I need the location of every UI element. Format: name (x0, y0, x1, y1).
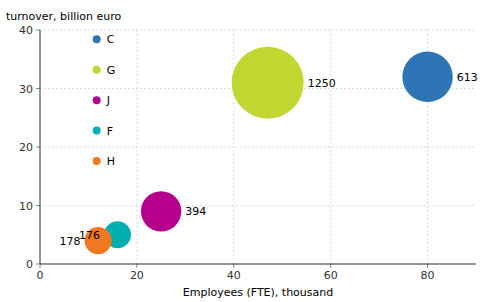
bubble (232, 47, 304, 119)
x-tick-label: 0 (37, 269, 44, 282)
legend-marker (93, 127, 101, 135)
x-axis-line (40, 264, 476, 265)
chart-container: 0 20 40 60 80 0 10 20 30 40 Employees (FTE), thous… (0, 0, 491, 302)
grid-line-x (330, 30, 331, 264)
data-label: 394 (185, 205, 206, 218)
y-tick (36, 264, 40, 265)
x-tick (330, 264, 331, 268)
y-tick-label: 0 (26, 258, 33, 271)
x-tick (40, 264, 41, 268)
y-tick-label: 20 (19, 141, 33, 154)
data-label: 178 (60, 235, 81, 248)
y-tick (36, 30, 40, 31)
data-label: 1250 (308, 77, 336, 90)
x-tick (427, 264, 428, 268)
x-tick (136, 264, 137, 268)
x-tick (233, 264, 234, 268)
chart: 0 20 40 60 80 0 10 20 30 40 Employees (FTE), thous… (0, 0, 491, 302)
x-tick-label: 60 (324, 269, 338, 282)
y-axis-label: turnover, billion euro (6, 10, 122, 23)
plot-area (85, 47, 453, 255)
legend-label: J (106, 94, 110, 107)
legend-marker (93, 157, 101, 165)
x-tick-label: 40 (227, 269, 241, 282)
bubble (402, 52, 452, 102)
legend-marker (93, 35, 101, 43)
y-tick (36, 147, 40, 148)
bubble (141, 191, 181, 231)
grid-line-y (40, 205, 476, 206)
y-tick-label: 10 (19, 200, 33, 213)
data-label: 613 (457, 71, 478, 84)
grid-line-y (40, 30, 476, 31)
data-label: 176 (79, 229, 100, 242)
y-tick-label: 30 (19, 83, 33, 96)
legend-label: H (107, 155, 115, 168)
legend: C G J F H (93, 33, 116, 168)
legend-label: G (107, 64, 116, 77)
x-tick-label: 80 (421, 269, 435, 282)
legend-marker (93, 96, 101, 104)
grid-line-x (40, 30, 41, 264)
legend-label: C (107, 33, 115, 46)
x-tick-label: 20 (130, 269, 144, 282)
legend-label: F (107, 125, 113, 138)
grid-line-y (40, 147, 476, 148)
y-axis-line (40, 30, 41, 264)
grid-line-y (40, 264, 476, 265)
y-tick-label: 40 (19, 24, 33, 37)
y-tick (36, 205, 40, 206)
x-axis-label: Employees (FTE), thousand (183, 286, 334, 299)
y-tick (36, 88, 40, 89)
legend-marker (93, 66, 101, 74)
